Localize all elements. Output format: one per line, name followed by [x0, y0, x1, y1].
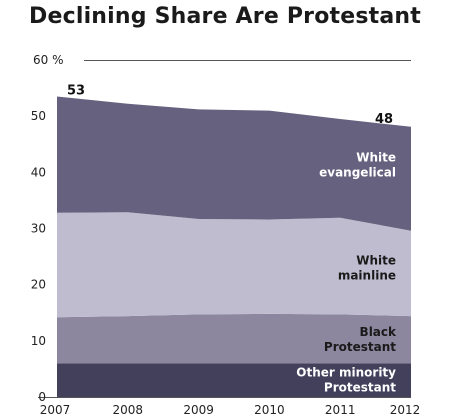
area-label: Protestant [324, 381, 396, 395]
area-label: Protestant [324, 340, 396, 354]
y-tick-label: 30 [31, 222, 46, 236]
first-total-label: 53 [67, 84, 85, 99]
area-other-minority-protestant [57, 363, 411, 397]
y-tick-label: 20 [31, 278, 46, 292]
area-white-mainline [57, 212, 411, 318]
x-tick-label: 2007 [40, 403, 71, 417]
area-black-protestant [57, 313, 411, 364]
area-label: Other minority [296, 366, 396, 380]
area-label: mainline [338, 268, 396, 282]
last-total-label: 48 [375, 112, 393, 127]
area-labels: Other minorityProtestantBlackProtestantW… [296, 150, 397, 394]
y-tick-label: 60 % [33, 53, 64, 67]
y-tick-label: 40 [31, 165, 46, 179]
chart-title: Declining Share Are Protestant [29, 4, 421, 29]
x-tick-label: 2009 [183, 403, 214, 417]
y-tick-label: 0 [38, 390, 46, 404]
area-label: White [356, 253, 396, 267]
y-tick-label: 50 [31, 109, 46, 123]
x-tick-label: 2010 [254, 403, 285, 417]
y-tick-labels: 0 10 20 30 40 50 60 % [31, 53, 64, 404]
x-tick-labels: 2007 2008 2009 2010 2011 2012 [40, 403, 421, 417]
area-layers [57, 96, 411, 397]
area-label: Black [360, 325, 397, 339]
x-tick-label: 2011 [325, 403, 356, 417]
y-tick-label: 10 [31, 334, 46, 348]
x-tick-label: 2008 [113, 403, 144, 417]
area-label: evangelical [319, 165, 396, 179]
x-tick-label: 2012 [390, 403, 421, 417]
area-white-evangelical [57, 96, 411, 231]
area-label: White [356, 150, 396, 164]
